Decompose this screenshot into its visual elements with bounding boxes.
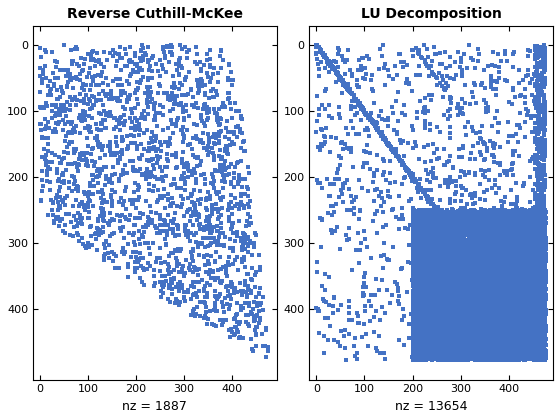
Title: Reverse Cuthill-McKee: Reverse Cuthill-McKee [67,7,242,21]
Title: LU Decomposition: LU Decomposition [361,7,502,21]
X-axis label: nz = 13654: nz = 13654 [395,400,468,413]
X-axis label: nz = 1887: nz = 1887 [122,400,187,413]
